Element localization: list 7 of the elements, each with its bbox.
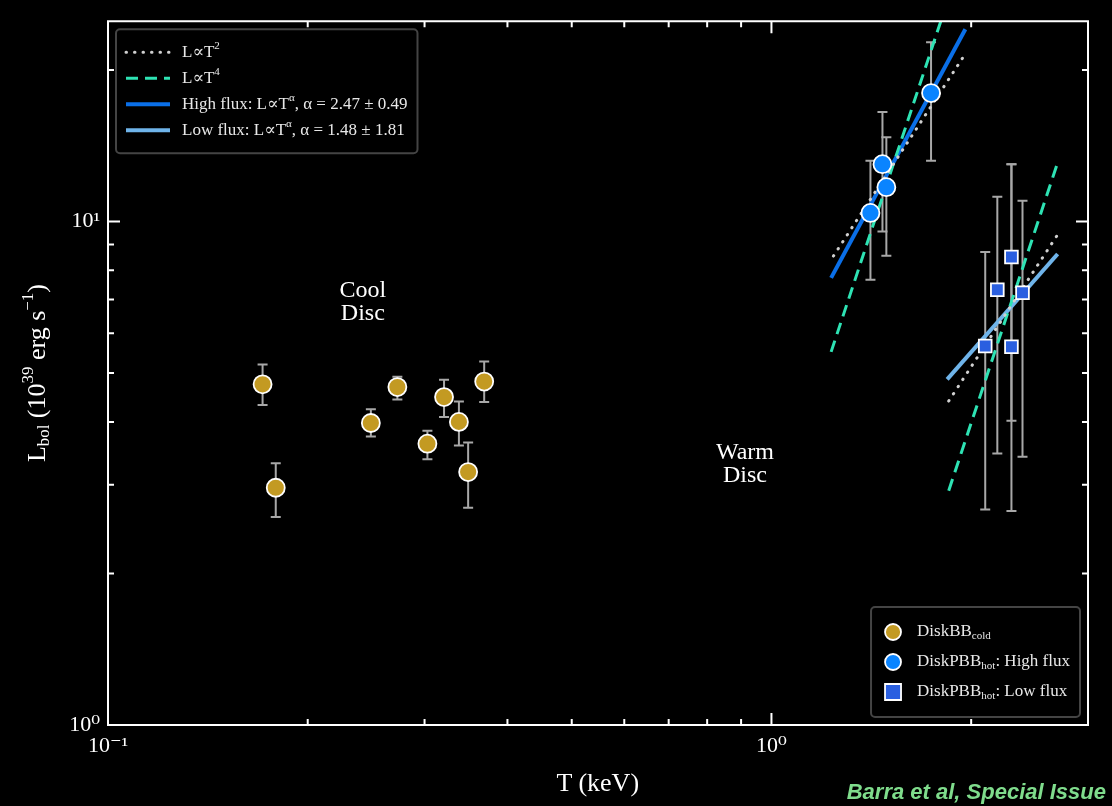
annotation: Warm Disc	[715, 437, 775, 487]
y-axis-title: Lbol (1039 erg s−1)	[18, 284, 53, 463]
x-axis-title: T (keV)	[556, 767, 640, 797]
annotation: Cool Disc	[339, 275, 387, 325]
text: Barra et al, Special Issue	[846, 779, 1106, 805]
y-tick-label: 10¹	[71, 207, 100, 233]
x-tick-label: 10⁻¹	[87, 731, 129, 757]
